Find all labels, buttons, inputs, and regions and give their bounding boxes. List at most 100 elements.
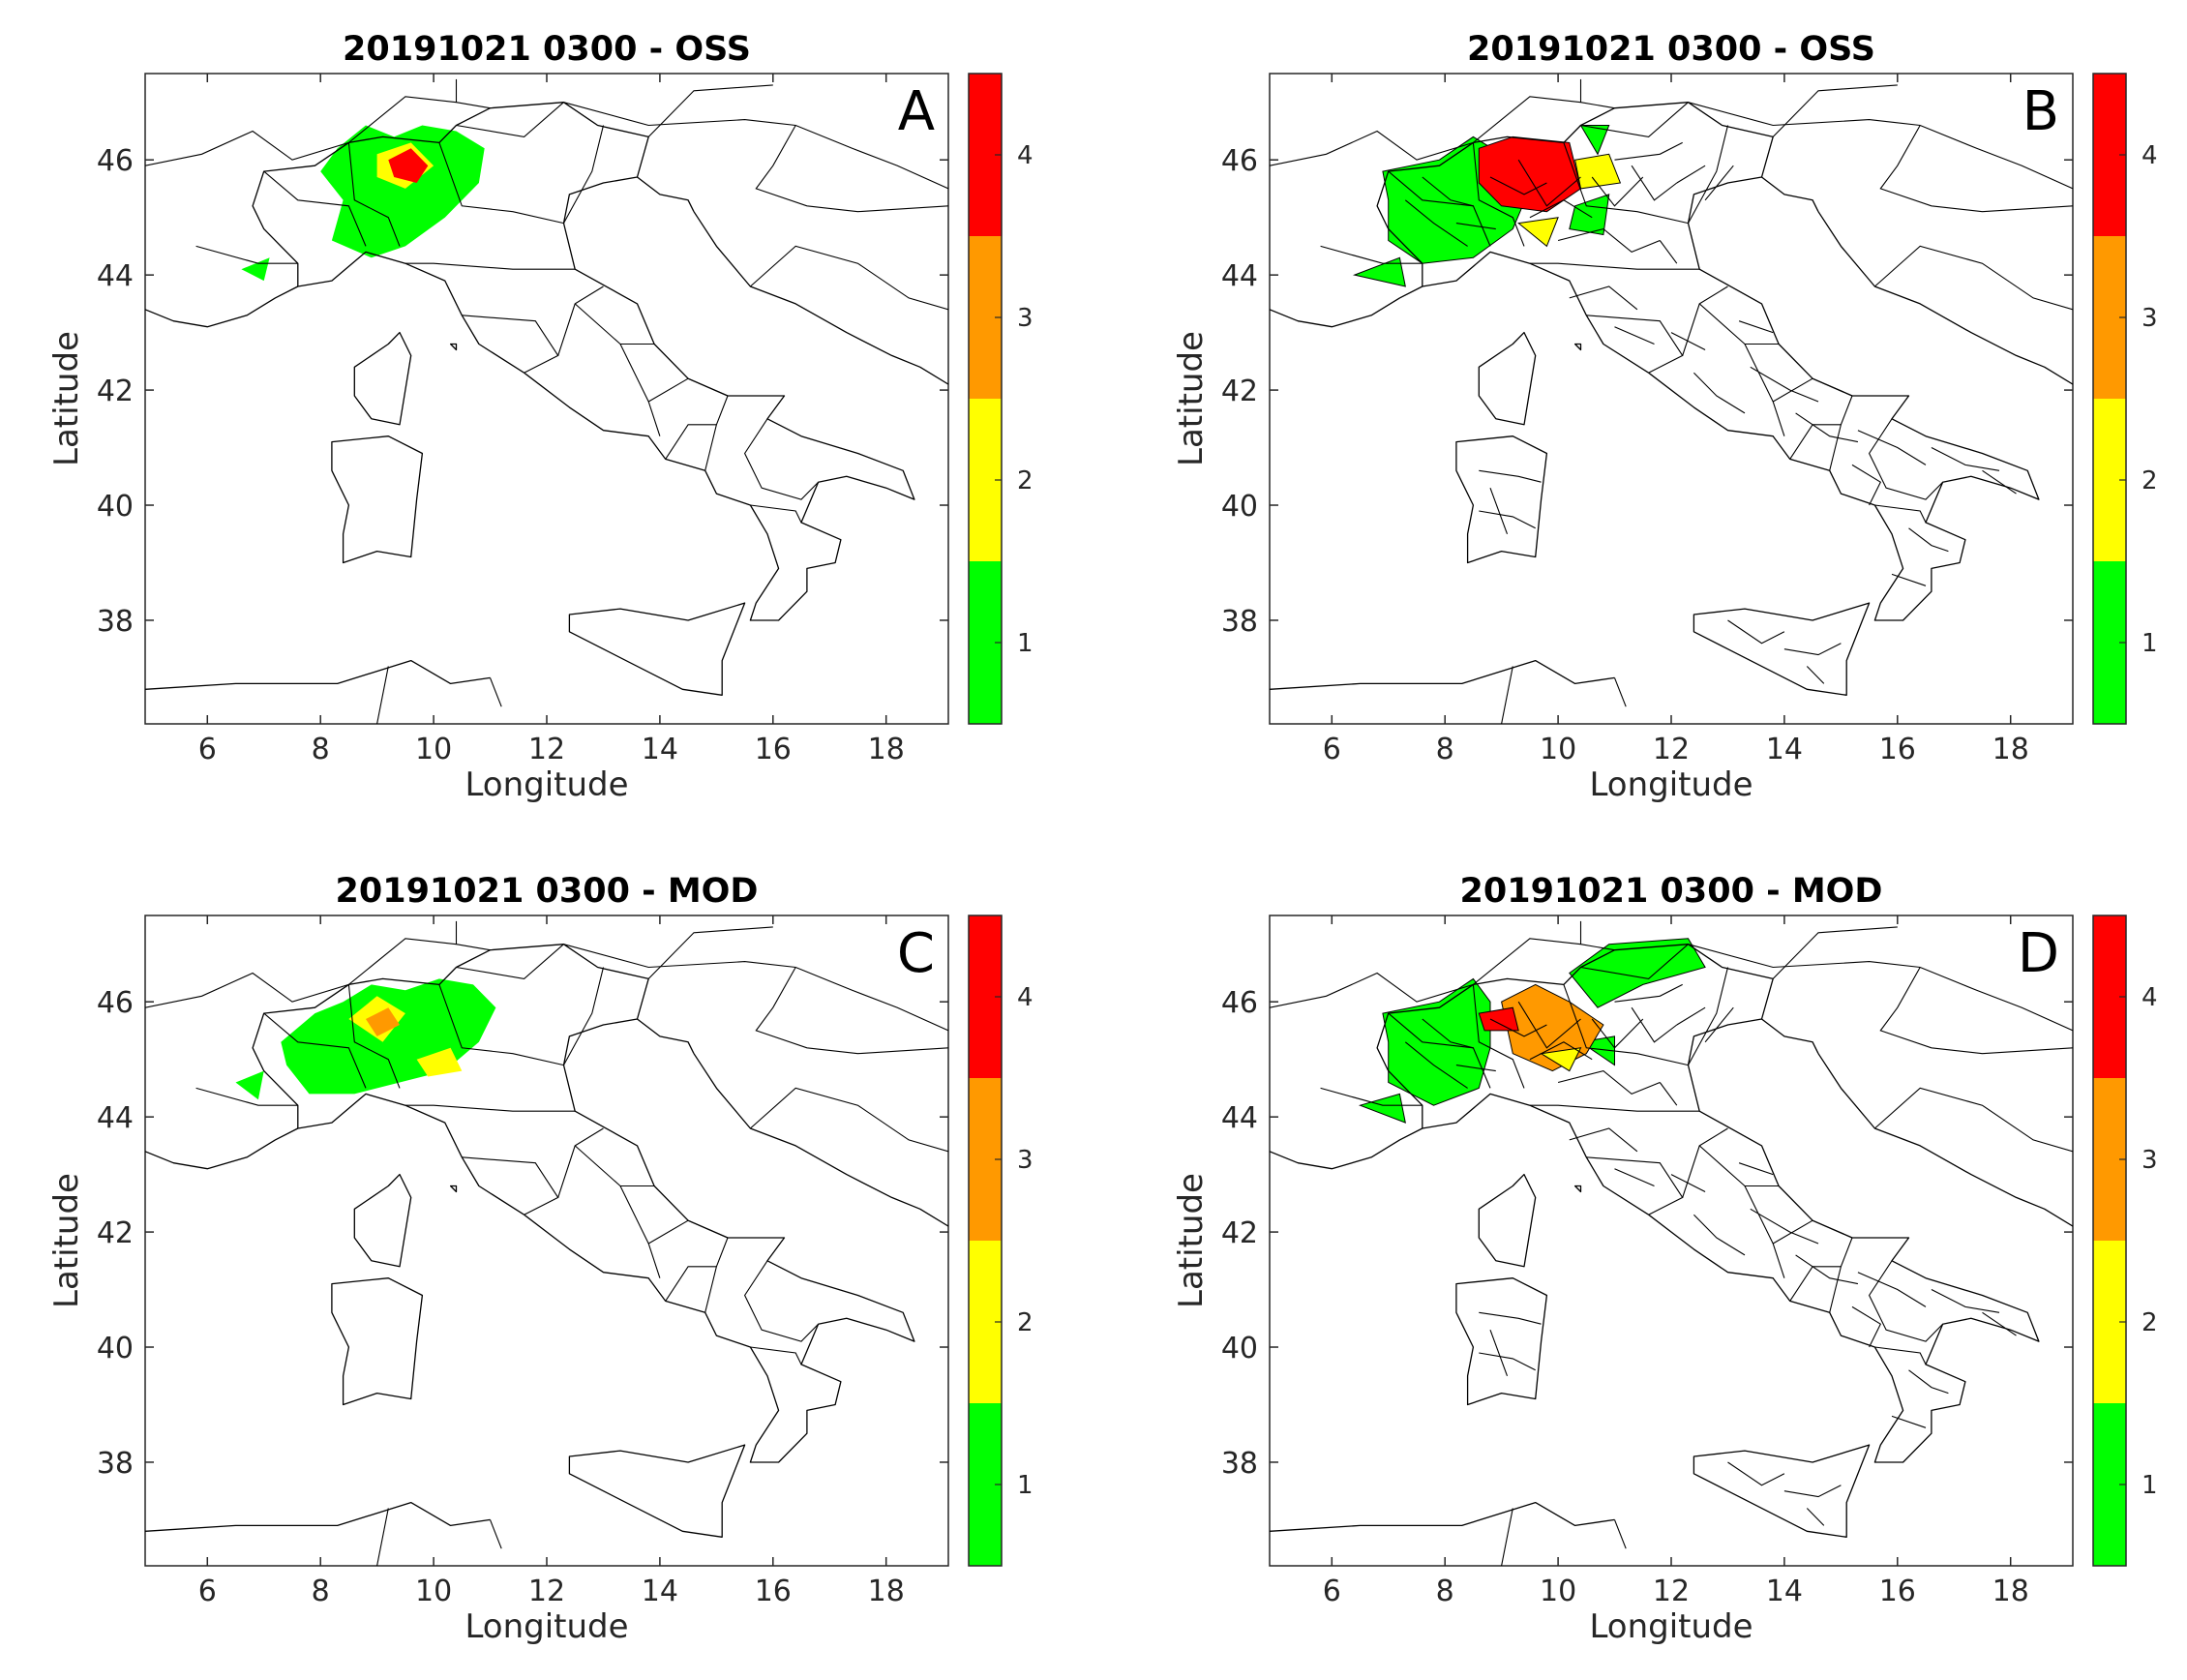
x-tick-label: 18: [1992, 1575, 2029, 1608]
colorbar-tick-label: 3: [2142, 304, 2158, 333]
region-border: [1472, 142, 1525, 247]
risk-area: [235, 1070, 264, 1100]
province-border: [1783, 1485, 1842, 1498]
island: [1573, 343, 1582, 351]
x-tick-label: 6: [1323, 1575, 1341, 1608]
province-border: [1891, 573, 1927, 586]
coastline: [145, 1501, 491, 1532]
province-border: [1795, 1254, 1859, 1285]
province-border: [1931, 1289, 2000, 1313]
y-tick-label: 44: [97, 1101, 134, 1135]
y-tick-label: 46: [97, 986, 134, 1020]
region-border: [1874, 1346, 1927, 1365]
province-border: [1670, 332, 1706, 350]
country-border: [750, 245, 948, 311]
coastline: [1270, 285, 1423, 328]
panel-letter: B: [2022, 80, 2059, 143]
coastline: [1817, 211, 2073, 385]
province-border: [1659, 1082, 1678, 1106]
region-border: [1529, 262, 1700, 270]
country-border: [1879, 967, 2073, 1055]
y-tick-label: 44: [1221, 259, 1258, 293]
province-border: [1614, 326, 1655, 345]
province-border: [1982, 1311, 2017, 1336]
province-border: [1727, 619, 1785, 645]
panel-title: 20191021 0300 - MOD: [1460, 872, 1883, 911]
coastline: [1761, 176, 1819, 212]
country-border: [1613, 677, 1627, 707]
region-border: [665, 1266, 717, 1302]
x-tick-label: 6: [198, 1575, 217, 1608]
y-tick-label: 44: [1221, 1101, 1258, 1135]
region-border: [1868, 418, 1943, 500]
colorbar-tick-label: 1: [1017, 1471, 1034, 1500]
panel-title: 20191021 0300 - OSS: [1467, 30, 1875, 69]
colorbar-tick-label: 3: [1017, 304, 1034, 333]
province-border: [1479, 1311, 1542, 1325]
province-border: [1529, 1041, 1593, 1061]
y-tick-label: 42: [1221, 375, 1258, 408]
region-border: [1772, 377, 1853, 471]
country-border: [647, 84, 773, 137]
y-tick-label: 44: [97, 259, 134, 293]
x-axis-label: Longitude: [1589, 1607, 1753, 1646]
region-border: [438, 984, 564, 1066]
colorbar-tick-label: 1: [1017, 629, 1034, 658]
country-border: [376, 1508, 389, 1566]
province-border: [1851, 464, 1882, 506]
region-border: [1586, 1156, 1684, 1215]
coastline: [331, 435, 424, 564]
coastline: [145, 1127, 299, 1170]
risk-area: [366, 1007, 400, 1036]
x-tick-label: 12: [528, 1575, 565, 1608]
province-border: [1738, 1162, 1774, 1176]
region-border: [1563, 142, 1689, 225]
y-tick-label: 42: [1221, 1216, 1258, 1250]
y-axis-label: Latitude: [47, 1173, 86, 1308]
region-border: [462, 315, 559, 374]
y-tick-label: 42: [97, 1216, 134, 1250]
region-border: [743, 1260, 819, 1342]
panel-letter: A: [898, 80, 935, 143]
x-tick-label: 18: [868, 1575, 905, 1608]
x-tick-label: 10: [1540, 733, 1576, 766]
province-border: [1908, 527, 1949, 553]
x-tick-label: 8: [312, 1575, 330, 1608]
y-tick-label: 38: [1221, 1447, 1258, 1481]
colorbar-tick-label: 4: [1017, 983, 1034, 1012]
province-border: [1591, 1018, 1644, 1049]
province-border: [1529, 199, 1593, 219]
region-border: [347, 984, 401, 1089]
province-border: [1806, 666, 1825, 684]
region-border: [1388, 1012, 1491, 1089]
province-border: [1676, 1006, 1706, 1026]
colorbar-tick-label: 2: [2142, 466, 2158, 495]
province-border: [1727, 1461, 1785, 1486]
country-border: [1501, 1508, 1513, 1566]
x-axis-label: Longitude: [464, 765, 628, 804]
panel-title: 20191021 0300 - OSS: [343, 30, 751, 69]
y-tick-label: 40: [97, 490, 134, 524]
y-tick-label: 38: [97, 1447, 134, 1481]
province-border: [1517, 159, 1581, 207]
province-border: [1489, 1330, 1509, 1376]
region-border: [1580, 102, 1689, 137]
province-border: [1693, 1214, 1746, 1256]
risk-area: [320, 125, 485, 258]
province-border: [1806, 1508, 1825, 1526]
island: [449, 343, 458, 351]
province-border: [1404, 1041, 1468, 1089]
province-border: [1455, 223, 1496, 230]
region-border: [462, 1156, 559, 1215]
coastline: [637, 1018, 695, 1054]
coastline: [568, 602, 746, 696]
risk-area: [1579, 125, 1610, 156]
province-border: [1422, 1018, 1474, 1049]
y-tick-label: 38: [97, 605, 134, 639]
region-border: [404, 262, 576, 270]
x-tick-label: 18: [1992, 733, 2029, 766]
province-border: [1931, 447, 2000, 471]
